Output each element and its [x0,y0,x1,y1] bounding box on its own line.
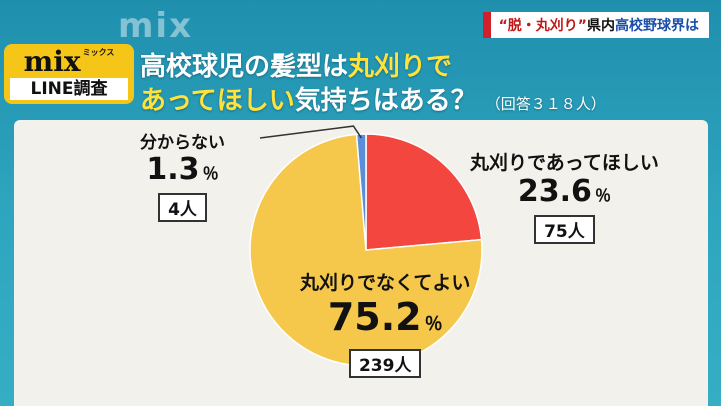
slice-name-want-buzzcut: 丸刈りであってほしい [470,152,659,174]
ticker-prefecture: 県内 [587,18,615,34]
title-line2-a: あってほしい [140,86,295,116]
slice-percent-unknown: 1.3 ％ [146,152,219,187]
logo-kana: ミックス [82,48,115,57]
pie-slice-unknown [355,133,367,251]
mix-watermark: mix [118,6,194,46]
logo-subtitle: LINE調査 [10,78,128,100]
title-line2-b: 気持ちはある？ [294,86,477,116]
slice-percent-want-buzzcut: 23.6 ％ [517,174,611,209]
pie-slice-no-buzzcut [249,133,483,367]
respondent-count-note: （回答３１８人） [485,95,606,113]
title-line1-a: 高校球児の髪型は [140,52,349,82]
slice-percent-no-buzzcut: 75.2 ％ [327,295,443,339]
ticker-topic: 高校野球界は [615,18,699,34]
slice-count-unknown: 4人 [158,193,207,222]
slice-count-no-buzzcut: 239人 [348,349,422,378]
slice-label-want-buzzcut: 丸刈りであってほしい 23.6 ％ 75人 [470,148,659,244]
mix-line-logo: mix ミックス LINE調査 [4,44,134,104]
slice-name-unknown: 分からない [140,133,225,153]
slice-count-want-buzzcut: 75人 [534,215,595,244]
headline-ticker: “脱・丸刈り” 県内 高校野球界は [482,12,709,38]
logo-mix-text: mix [23,45,81,78]
survey-question-title: 高校球児の髪型は丸刈りで あってほしい気持ちはある？ （回答３１８人） [140,50,701,121]
slice-label-no-buzzcut: 丸刈りでなくてよい 75.2 ％ 239人 [300,268,470,378]
slice-name-no-buzzcut: 丸刈りでなくてよい [300,272,471,294]
pie-slice-want-buzzcut [365,133,483,251]
title-line1-b: 丸刈りで [348,52,453,82]
leader-line-unknown [259,125,363,139]
slice-label-unknown: 分からない 1.3 ％ 4人 [140,128,225,222]
ticker-quote: “脱・丸刈り” [498,18,587,34]
